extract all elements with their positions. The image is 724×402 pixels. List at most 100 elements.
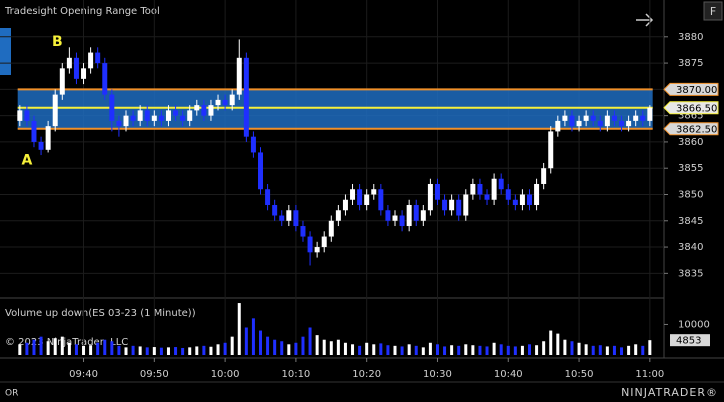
candle-body: [73, 57, 79, 79]
volume-bar: [591, 345, 595, 355]
y-tick-label: 3880: [678, 32, 703, 43]
volume-bar: [230, 336, 234, 355]
volume-bar: [386, 345, 390, 355]
candle-body: [541, 168, 547, 184]
volume-bar: [648, 340, 652, 355]
x-tick-label: 10:40: [494, 369, 523, 380]
volume-bar: [407, 344, 411, 355]
volume-bar: [563, 339, 567, 355]
candle-body: [52, 94, 58, 127]
button-label[interactable]: F: [710, 5, 716, 18]
candle-body: [123, 115, 129, 127]
candle-body: [151, 115, 157, 121]
candle-body: [562, 115, 568, 121]
candle-body: [350, 189, 356, 200]
candle-body: [116, 120, 122, 127]
candle-body: [647, 107, 653, 121]
candle-body: [456, 199, 462, 216]
candle-body: [392, 215, 398, 221]
candle-body: [406, 205, 412, 227]
candle-body: [505, 189, 511, 200]
candle-body: [88, 52, 94, 69]
x-tick-label: 10:20: [352, 369, 381, 380]
side-tab[interactable]: [0, 28, 11, 75]
candle-body: [59, 68, 65, 95]
volume-bar: [351, 344, 355, 355]
price-marker-label: 3870.00: [676, 85, 717, 96]
candle-body: [640, 115, 646, 121]
candle-body: [24, 110, 30, 121]
candle-body: [498, 178, 504, 190]
volume-bar: [620, 347, 624, 355]
arrow-icon[interactable]: [636, 13, 654, 27]
y-tick-label: 3850: [678, 189, 703, 200]
volume-bar: [641, 345, 645, 355]
candle-body: [470, 183, 476, 195]
button[interactable]: [703, 1, 723, 21]
candle-body: [399, 215, 405, 227]
volume-bar: [152, 347, 156, 355]
candle-body: [583, 115, 589, 121]
volume-bar: [478, 345, 482, 355]
x-tick-label: 09:40: [69, 369, 98, 380]
x-tick-label: 10:00: [211, 369, 240, 380]
candle-body: [258, 152, 264, 190]
volume-bar: [506, 345, 510, 355]
annotation: B: [52, 34, 63, 50]
candle-body: [279, 215, 285, 221]
candle-body: [144, 110, 150, 121]
chart-title: Tradesight Opening Range Tool: [4, 6, 160, 17]
candle-body: [385, 210, 391, 221]
candle-body: [477, 183, 483, 195]
y-tick-label: 3855: [678, 163, 703, 174]
volume-bar: [485, 346, 489, 355]
y-tick-label: 3835: [678, 268, 703, 279]
volume-bar: [237, 303, 241, 355]
candle-body: [194, 105, 200, 111]
volume-bar: [159, 347, 163, 355]
volume-bar: [308, 327, 312, 355]
volume-bar: [259, 330, 263, 355]
volume-bar: [67, 342, 71, 355]
volume-bar: [145, 347, 149, 355]
candle-body: [265, 189, 271, 206]
volume-bar: [336, 339, 340, 355]
candle-body: [569, 115, 575, 127]
volume-bar: [365, 342, 369, 355]
candle-body: [229, 94, 235, 106]
candle-body: [201, 105, 207, 116]
volume-bar: [393, 345, 397, 355]
candle-body: [619, 120, 625, 127]
candle-body: [413, 205, 419, 221]
candle-body: [286, 210, 292, 221]
volume-bar: [549, 330, 553, 355]
volume-bar: [612, 345, 616, 355]
candle-body: [449, 199, 455, 211]
volume-marker-label: 4853: [676, 336, 701, 347]
volume-bar: [46, 341, 50, 355]
candle-body: [463, 194, 469, 216]
candle-body: [484, 194, 490, 200]
volume-bar: [443, 346, 447, 355]
candle-body: [173, 110, 179, 116]
footer-tab[interactable]: OR: [5, 389, 18, 399]
volume-bar: [301, 336, 305, 355]
candle-body: [109, 94, 115, 121]
candle-body: [95, 52, 101, 64]
candle-body: [293, 210, 299, 227]
y-tick-label: 3875: [678, 58, 703, 69]
candle-body: [378, 189, 384, 211]
candle-body: [604, 115, 610, 127]
candle-body: [626, 120, 632, 127]
x-tick-label: 09:50: [140, 369, 169, 380]
candle-body: [427, 183, 433, 211]
volume-bar: [343, 342, 347, 355]
price-marker: [663, 122, 719, 136]
volume-bar: [464, 344, 468, 355]
candle-body: [187, 110, 193, 121]
candle-body: [576, 120, 582, 127]
volume-bar: [577, 342, 581, 355]
volume-bar: [202, 345, 206, 355]
candle-body: [250, 136, 256, 153]
volume-bar: [209, 346, 213, 355]
